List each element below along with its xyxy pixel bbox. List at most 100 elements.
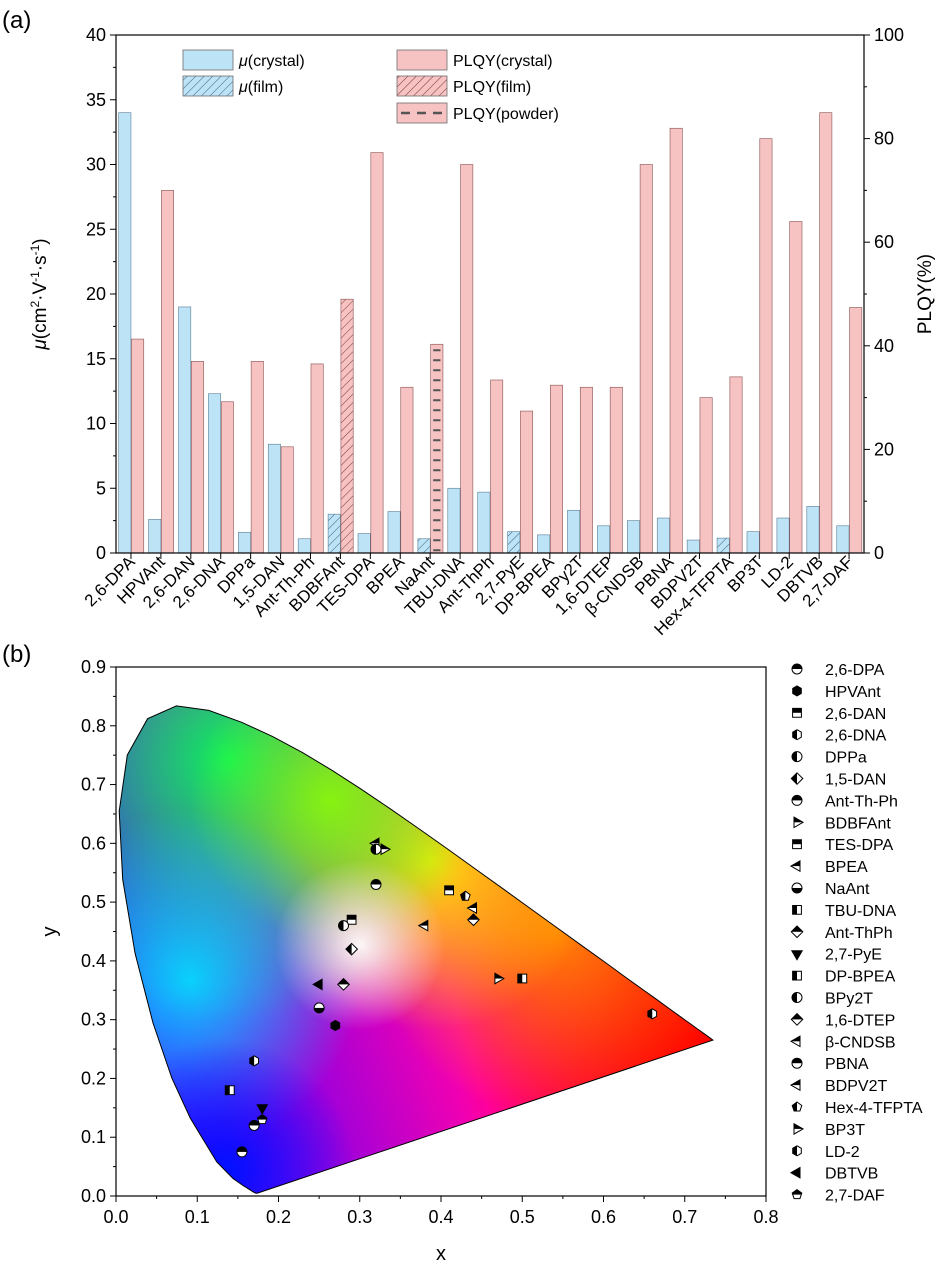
data-point <box>647 1008 658 1020</box>
bar-plqy <box>849 307 863 554</box>
bar-plqy <box>699 397 713 554</box>
cie-color-gamut <box>119 705 713 1194</box>
legend-swatch <box>182 49 234 71</box>
legend-label: 2,6-DAN <box>825 706 886 723</box>
bar-plqy <box>161 190 174 554</box>
bar-mu <box>297 538 311 554</box>
legend-label: 2,6-DNA <box>825 728 887 745</box>
data-point <box>444 885 454 896</box>
data-point <box>345 942 359 956</box>
data-point <box>249 1055 259 1067</box>
data-point <box>337 977 351 991</box>
legend-marker <box>791 1057 803 1069</box>
y-tick-label: 0.2 <box>81 1068 106 1088</box>
x-tick-label: 0.6 <box>591 1207 616 1227</box>
legend-label: PBNA <box>825 1056 869 1073</box>
y-tick-label: 0.9 <box>81 657 106 677</box>
y-tick-label: 0.7 <box>81 775 106 795</box>
bar-plqy <box>819 112 833 554</box>
legend-marker <box>793 816 804 829</box>
y-left-tick-label: 30 <box>86 155 106 175</box>
bar-plqy <box>729 376 743 554</box>
bar-plqy <box>340 298 354 554</box>
legend-marker <box>791 882 803 894</box>
legend-marker <box>790 1079 801 1092</box>
bar-mu <box>267 443 281 554</box>
scatter-legend: 2,6-DPA HPVAnt 2,6-DAN 2,6-DNA DPPa 1,5-DAN An… <box>790 662 923 1205</box>
data-point <box>224 1085 235 1096</box>
y-tick-label: 0.3 <box>81 1010 106 1030</box>
legend-marker <box>791 751 803 763</box>
bar-mu <box>507 531 521 554</box>
x-axis-label: x <box>436 1243 446 1265</box>
data-point <box>248 1119 260 1131</box>
data-point <box>346 914 357 925</box>
bar-mu <box>477 491 491 554</box>
bar-plqy <box>430 343 444 554</box>
bar-plqy <box>250 361 264 554</box>
x-tick-label: 0.1 <box>185 1207 210 1227</box>
bar-plqy <box>520 410 534 554</box>
data-point <box>312 978 323 991</box>
y-left-tick-label: 15 <box>86 349 106 369</box>
legend-marker <box>792 905 802 915</box>
legend-marker <box>791 663 803 675</box>
legend-label: BPEA <box>825 859 868 876</box>
legend-label: 2,7-DAF <box>825 1188 885 1205</box>
bar-mu <box>806 506 820 554</box>
legend-marker <box>792 970 802 981</box>
bar-mu <box>118 112 132 554</box>
bar-plqy <box>280 446 294 554</box>
bar-mu <box>537 534 551 554</box>
y-left-tick-label: 40 <box>86 25 106 45</box>
bar-plqy <box>220 401 234 554</box>
legend-marker <box>790 925 804 939</box>
y-right-tick-label: 60 <box>874 232 894 252</box>
bar-plqy <box>579 386 593 554</box>
legend-label: PLQY(powder) <box>453 106 559 123</box>
legend-marker <box>790 772 804 786</box>
legend-label: BDBFAnt <box>825 815 891 832</box>
bar-mu <box>417 538 431 554</box>
legend-marker <box>792 839 802 850</box>
legend-marker <box>792 1145 802 1157</box>
bar-mu <box>626 520 640 554</box>
legend-marker <box>792 707 802 718</box>
data-point <box>256 1104 269 1115</box>
bar-plqy <box>400 386 414 554</box>
legend-label: DPPa <box>825 750 867 767</box>
x-tick-label: 0.7 <box>672 1207 697 1227</box>
bar-mu <box>656 517 670 554</box>
bar-plqy <box>789 221 803 554</box>
y-left-tick-label: 25 <box>86 219 106 239</box>
bar-mu <box>208 393 222 554</box>
legend-label: Ant-Th-Ph <box>825 793 898 810</box>
legend-label: BPy2T <box>825 991 873 1008</box>
y-left-tick-label: 0 <box>96 543 106 563</box>
legend-marker <box>792 729 802 741</box>
data-point <box>256 1113 268 1125</box>
legend-label: HPVAnt <box>825 684 881 701</box>
data-point <box>236 1146 248 1158</box>
data-point <box>460 890 471 901</box>
bar-plqy <box>639 164 653 554</box>
x-tick-label: 0.0 <box>103 1207 128 1227</box>
data-point <box>338 920 349 932</box>
data-point <box>417 919 429 932</box>
y-right-tick-label: 0 <box>874 543 884 563</box>
y-right-tick-label: 40 <box>874 336 894 356</box>
bar-plqy <box>370 152 384 554</box>
y-axis-label: y <box>39 927 61 937</box>
y-left-axis-label: μ(cm2·V-1·s-1) <box>28 238 51 350</box>
data-point <box>494 972 505 985</box>
bar-mu <box>357 533 371 554</box>
legend-marker <box>791 1101 803 1112</box>
bar-plqy <box>310 363 324 554</box>
bar-plqy <box>460 164 474 554</box>
legend-marker <box>790 860 801 873</box>
legend-label: TBU-DNA <box>825 903 896 920</box>
y-tick-label: 0.5 <box>81 892 106 912</box>
panel-label-b: (b) <box>2 641 31 668</box>
bar-mu <box>716 537 730 554</box>
bar-mu <box>567 509 581 554</box>
